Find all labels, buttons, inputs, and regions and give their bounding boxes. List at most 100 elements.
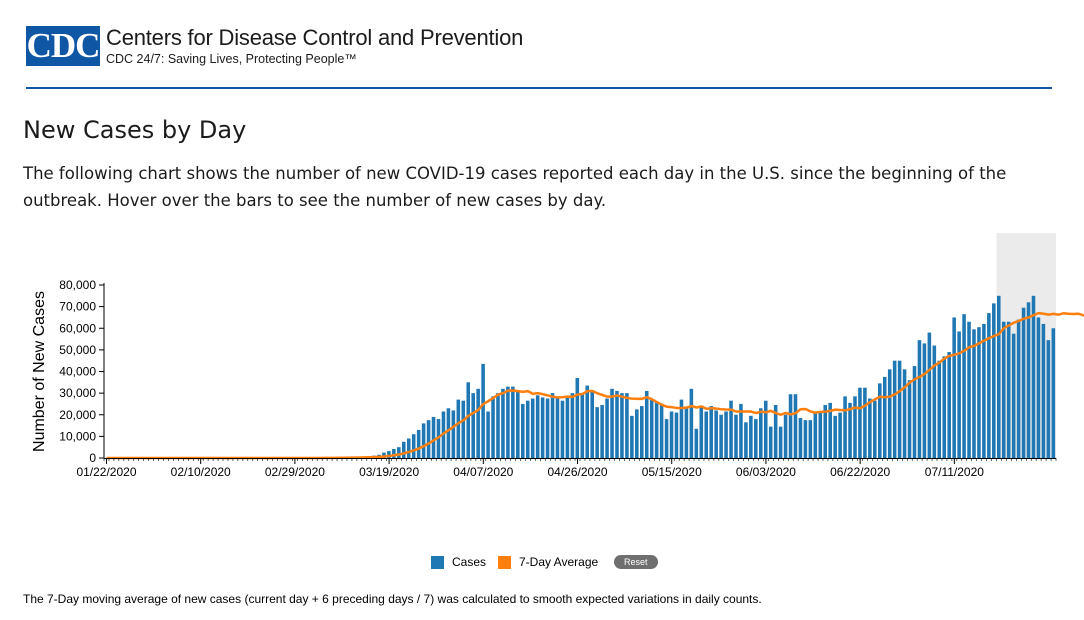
case-bar[interactable] (689, 388, 694, 458)
case-bar[interactable] (605, 398, 609, 458)
case-bar[interactable] (982, 323, 986, 458)
case-bar[interactable] (838, 412, 842, 458)
case-bar[interactable] (912, 366, 917, 458)
case-bar[interactable] (496, 393, 500, 459)
case-bar[interactable] (486, 411, 490, 458)
case-bar[interactable] (426, 420, 431, 458)
case-bar[interactable] (555, 396, 560, 458)
case-bar[interactable] (917, 340, 922, 458)
case-bar[interactable] (580, 393, 585, 459)
case-bar[interactable] (476, 388, 480, 458)
case-bar[interactable] (644, 390, 649, 458)
org-name[interactable]: Centers for Disease Control and Preventi… (106, 25, 524, 50)
case-bar[interactable] (659, 405, 664, 458)
case-bar[interactable] (972, 329, 976, 458)
case-bar[interactable] (1026, 302, 1031, 458)
case-bar[interactable] (907, 380, 912, 458)
case-bar[interactable] (843, 396, 847, 458)
case-bar[interactable] (446, 408, 451, 458)
case-bar[interactable] (763, 400, 768, 458)
case-bar[interactable] (451, 410, 456, 458)
case-bar[interactable] (516, 390, 520, 458)
case-bar[interactable] (640, 406, 644, 458)
case-bar[interactable] (967, 321, 971, 458)
legend-item-average[interactable]: 7-Day Average (498, 553, 598, 571)
case-bar[interactable] (768, 426, 773, 458)
case-bar[interactable] (932, 345, 937, 458)
case-bar[interactable] (833, 415, 837, 458)
case-bar[interactable] (456, 399, 461, 458)
case-bar[interactable] (823, 405, 828, 458)
case-bar[interactable] (625, 393, 629, 459)
case-bar[interactable] (649, 399, 654, 458)
case-bar[interactable] (754, 419, 758, 458)
case-bar[interactable] (828, 402, 832, 458)
case-bar[interactable] (694, 428, 699, 458)
case-bar[interactable] (749, 415, 753, 458)
reset-button[interactable]: Reset (614, 555, 658, 569)
case-bar[interactable] (952, 317, 956, 458)
case-bar[interactable] (392, 448, 396, 458)
case-bar[interactable] (997, 295, 1001, 458)
case-bar[interactable] (992, 303, 996, 458)
case-bar[interactable] (793, 394, 798, 458)
case-bar[interactable] (962, 314, 966, 458)
case-bar[interactable] (887, 369, 892, 458)
case-bar[interactable] (729, 400, 733, 458)
case-bar[interactable] (402, 441, 406, 458)
case-bar[interactable] (987, 313, 991, 458)
case-bar[interactable] (803, 420, 808, 458)
case-bar[interactable] (560, 400, 565, 458)
cdc-logo[interactable]: CDC (26, 26, 100, 66)
case-bar[interactable] (778, 426, 783, 458)
case-bar[interactable] (431, 416, 436, 458)
case-bar[interactable] (892, 360, 897, 458)
case-bar[interactable] (818, 411, 823, 458)
case-bar[interactable] (565, 396, 570, 458)
case-bar[interactable] (739, 403, 743, 458)
case-bar[interactable] (387, 451, 391, 458)
case-bar[interactable] (714, 410, 718, 458)
case-bar[interactable] (704, 411, 709, 458)
case-bar[interactable] (525, 400, 530, 458)
case-bar[interactable] (540, 397, 545, 458)
case-bar[interactable] (734, 414, 738, 458)
case-bar[interactable] (873, 400, 877, 458)
case-bar[interactable] (674, 412, 679, 458)
case-bar[interactable] (709, 406, 713, 458)
case-bar[interactable] (615, 390, 619, 458)
case-bar[interactable] (783, 414, 788, 458)
case-bar[interactable] (530, 398, 535, 458)
case-bar[interactable] (421, 423, 426, 458)
case-bar[interactable] (600, 405, 604, 458)
case-bar[interactable] (679, 399, 684, 458)
case-bar[interactable] (461, 400, 466, 458)
case-bar[interactable] (466, 382, 471, 458)
case-bar[interactable] (535, 395, 540, 458)
case-bar[interactable] (1041, 323, 1046, 458)
case-bar[interactable] (927, 332, 932, 458)
case-bar[interactable] (1006, 321, 1011, 458)
case-bar[interactable] (957, 331, 961, 458)
case-bar[interactable] (744, 422, 748, 458)
case-bar[interactable] (669, 411, 674, 458)
legend-item-cases[interactable]: Cases (431, 553, 486, 571)
case-bar[interactable] (610, 388, 614, 458)
case-bar[interactable] (878, 383, 882, 458)
case-bar[interactable] (511, 386, 515, 458)
case-bar[interactable] (853, 396, 857, 458)
case-bar[interactable] (942, 356, 947, 458)
case-bar[interactable] (724, 411, 728, 458)
case-bar[interactable] (664, 419, 669, 458)
case-bar[interactable] (1031, 295, 1036, 458)
case-bar[interactable] (848, 402, 852, 458)
case-bar[interactable] (585, 385, 590, 458)
case-bar[interactable] (406, 438, 411, 458)
case-bar[interactable] (798, 417, 803, 458)
case-bar[interactable] (575, 377, 580, 458)
case-bar[interactable] (590, 390, 594, 458)
case-bar[interactable] (595, 407, 599, 458)
case-bar[interactable] (1011, 333, 1016, 458)
case-bar[interactable] (788, 394, 793, 458)
case-bar[interactable] (416, 429, 421, 458)
